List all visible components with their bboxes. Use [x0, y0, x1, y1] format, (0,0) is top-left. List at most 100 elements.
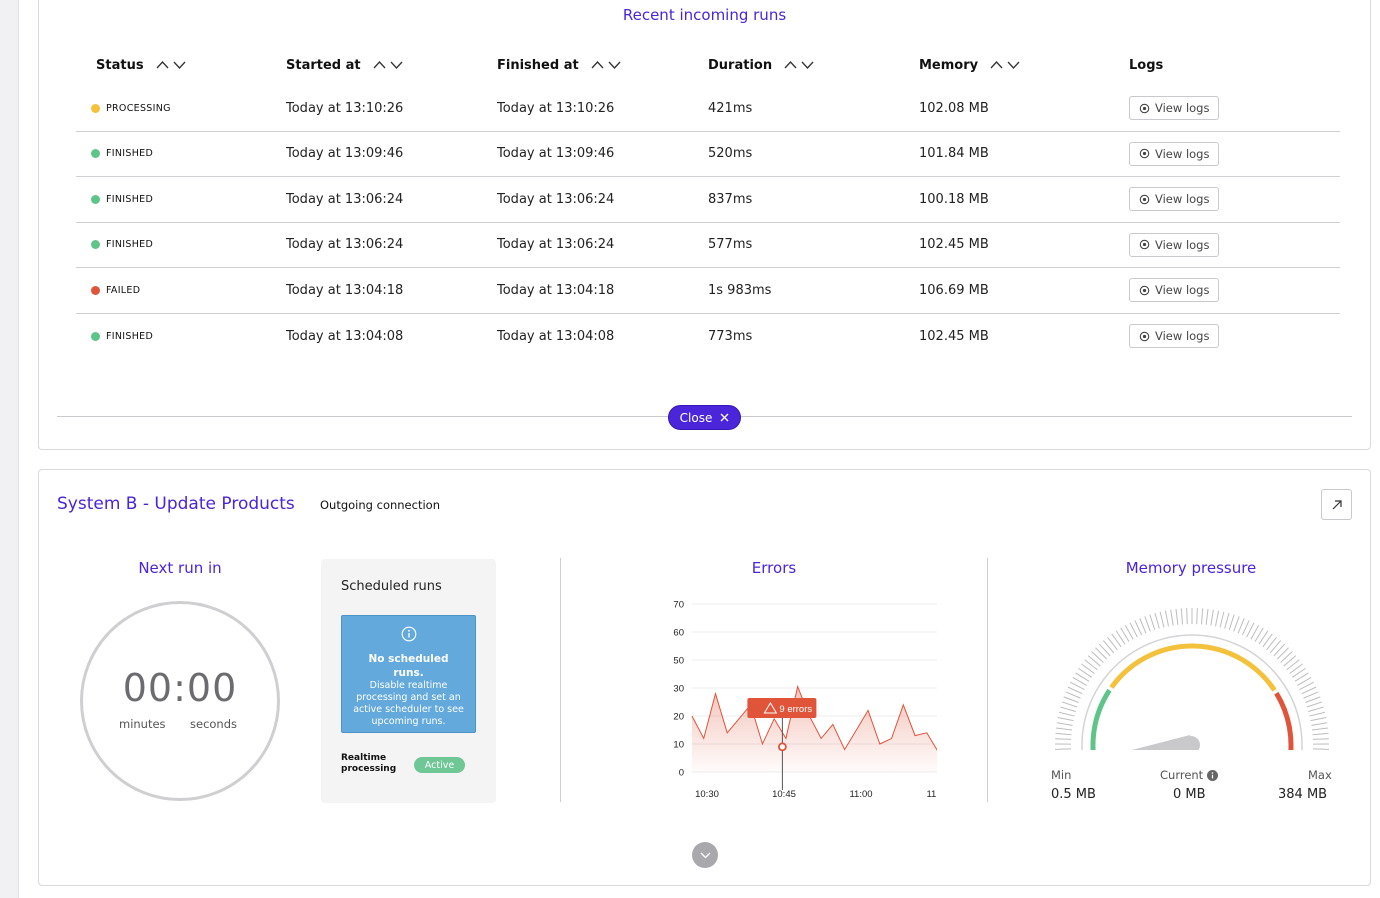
duration-cell: 520ms: [708, 146, 753, 162]
gauge-tick: [1311, 722, 1328, 726]
y-tick-label: 0: [679, 768, 684, 779]
gauge-tick: [1266, 636, 1277, 651]
gauge-current-label-wrap: Current: [1160, 768, 1219, 782]
view-logs-button[interactable]: View logs: [1129, 232, 1220, 257]
errors-chart: 0 10 20 30 50 60 70 10:30 10:45 11:00 11:15 9 error…: [673, 600, 937, 800]
column-header-memory: Memory: [919, 58, 1129, 73]
minutes-label: minutes: [119, 717, 166, 731]
gauge-tick: [1115, 630, 1126, 645]
table-row: PROCESSING Today at 13:10:26 Today at 13…: [76, 86, 1340, 132]
gauge-tick: [1107, 636, 1118, 651]
divider: [560, 558, 561, 802]
open-external-button[interactable]: [1321, 489, 1352, 520]
realtime-status-badge[interactable]: Active: [414, 757, 465, 773]
logs-cell: View logs: [1129, 96, 1340, 121]
gauge-tick: [1310, 716, 1327, 722]
duration-cell: 1s 983ms: [708, 282, 772, 298]
duration-cell: 421ms: [708, 100, 753, 116]
gauge-tick: [1102, 640, 1115, 654]
column-header-started: Started at: [286, 58, 497, 73]
view-logs-button[interactable]: View logs: [1129, 187, 1220, 212]
y-tick-label: 50: [673, 656, 684, 667]
view-logs-button[interactable]: View logs: [1129, 96, 1220, 121]
eye-icon: [1139, 103, 1150, 114]
gauge-tick: [1250, 625, 1260, 640]
gauge-tick: [1055, 738, 1072, 740]
sort-asc-icon[interactable]: [373, 61, 386, 69]
countdown-ring: [80, 601, 280, 801]
status-dot-icon: [91, 331, 100, 341]
view-logs-label: View logs: [1155, 237, 1210, 252]
countdown-separator: :: [173, 666, 187, 710]
column-label: Started at: [286, 57, 361, 73]
realtime-processing-label: Realtime processing: [341, 753, 397, 774]
column-label: Status: [96, 57, 144, 73]
eye-icon: [1139, 331, 1150, 342]
gauge-tick: [1084, 659, 1098, 671]
view-logs-button[interactable]: View logs: [1129, 324, 1220, 349]
gauge-max-label: Max: [1308, 768, 1332, 782]
status-dot-icon: [91, 194, 100, 204]
logs-cell: View logs: [1129, 187, 1340, 212]
sort-asc-icon[interactable]: [784, 61, 797, 69]
sort-asc-icon[interactable]: [990, 61, 1003, 69]
gauge-tick: [1055, 748, 1072, 750]
gauge-tick: [1061, 701, 1078, 708]
gauge-tick: [1063, 696, 1079, 703]
duration-cell: 773ms: [708, 328, 753, 344]
expand-button[interactable]: [692, 842, 718, 868]
x-tick-label: 10:30: [695, 789, 719, 800]
y-tick-label: 20: [673, 712, 684, 723]
gauge-tick: [1210, 609, 1214, 626]
info-icon[interactable]: [1207, 769, 1219, 781]
gauge-tick: [1149, 614, 1156, 631]
gauge-max-value: 384 MB: [1278, 787, 1328, 802]
sort-desc-icon[interactable]: [801, 61, 814, 69]
gauge-tick: [1228, 614, 1235, 631]
highlight-point: [777, 742, 787, 752]
status-cell: PROCESSING: [76, 103, 286, 114]
memory-cell: 101.84 MB: [919, 146, 989, 162]
gauge-tick: [1124, 625, 1134, 640]
gauge-outer-arc: [1081, 634, 1303, 750]
column-label: Finished at: [497, 57, 579, 73]
gauge-tick: [1170, 609, 1174, 626]
memory-cell: 102.45 MB: [919, 328, 989, 344]
countdown-digits: 00:00: [80, 666, 280, 710]
status-label: FINISHED: [106, 193, 154, 205]
status-cell: FAILED: [76, 285, 286, 296]
sort-asc-icon[interactable]: [156, 61, 169, 69]
gauge-tick: [1200, 608, 1204, 625]
gauge-tick: [1305, 696, 1321, 703]
sort-desc-icon[interactable]: [608, 61, 621, 69]
sort-desc-icon[interactable]: [390, 61, 403, 69]
finished-cell: Today at 13:09:46: [497, 146, 615, 162]
gauge-tick: [1139, 618, 1147, 634]
gauge-tick: [1292, 667, 1306, 678]
gauge-tick: [1072, 677, 1087, 686]
finished-cell: Today at 13:04:08: [497, 328, 615, 344]
gauge-tick: [1164, 610, 1169, 627]
view-logs-label: View logs: [1155, 192, 1210, 207]
view-logs-label: View logs: [1155, 101, 1210, 116]
gauge-tick: [1309, 711, 1326, 717]
close-button[interactable]: Close: [668, 405, 741, 430]
gauge-tick: [1144, 616, 1151, 632]
errors-title: Errors: [751, 559, 797, 577]
gauge-tick: [1276, 647, 1289, 660]
gauge-tick: [1058, 711, 1075, 717]
sort-desc-icon[interactable]: [1007, 61, 1020, 69]
runs-table: Status Started at Finished at: [76, 44, 1340, 359]
y-tick-label: 30: [673, 684, 684, 695]
countdown-seconds: 00: [186, 666, 238, 710]
view-logs-button[interactable]: View logs: [1129, 278, 1220, 303]
gauge-tick: [1056, 722, 1073, 726]
logs-cell: View logs: [1129, 324, 1340, 349]
view-logs-button[interactable]: View logs: [1129, 141, 1220, 166]
close-label: Close: [679, 410, 713, 425]
sort-asc-icon[interactable]: [591, 61, 604, 69]
gauge-tick: [1241, 620, 1250, 636]
sort-desc-icon[interactable]: [173, 61, 186, 69]
gauge-tick: [1312, 727, 1329, 731]
gauge-tick: [1081, 663, 1095, 674]
